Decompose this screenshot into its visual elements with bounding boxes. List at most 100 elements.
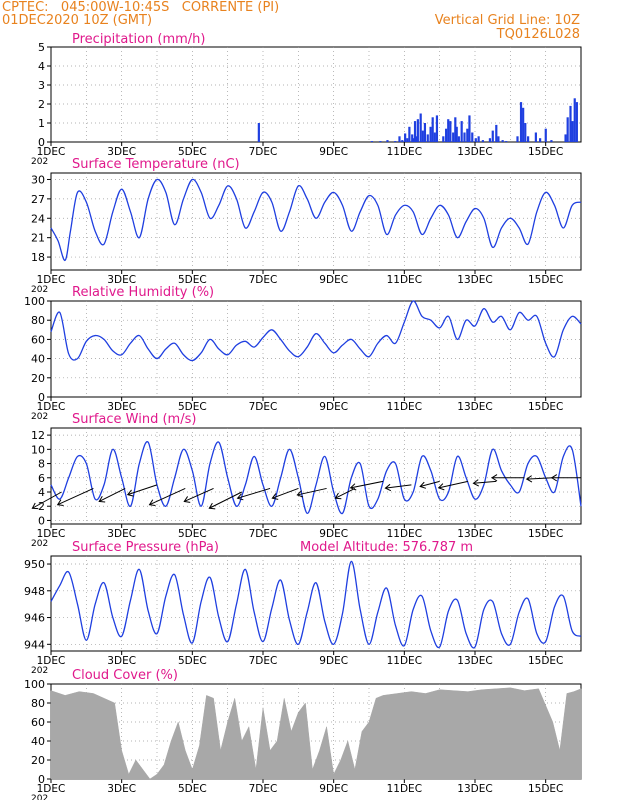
temp-ytick-label: 18 (31, 251, 45, 264)
rh-year-stub: 202 (31, 412, 48, 422)
precip-bar (429, 126, 432, 142)
pressure-xtick-label: 5DEC (178, 655, 207, 667)
wind-xtick-label: 9DEC (319, 528, 348, 540)
precip-bar (416, 119, 419, 142)
wind-xtick-label: 13DEC (457, 528, 492, 540)
temp-ytick-label: 24 (31, 212, 45, 225)
wind-ytick-label: 8 (38, 458, 45, 471)
wind-vector (526, 477, 553, 480)
cloud-ytick-label: 60 (31, 716, 45, 729)
precip-bar (406, 138, 409, 142)
wind-xtick-label: 11DEC (387, 528, 422, 540)
precip-bar (447, 119, 450, 142)
wind-xtick-label: 5DEC (178, 528, 207, 540)
wind-vector (473, 480, 497, 484)
cloud-xtick-label: 5DEC (178, 783, 207, 795)
temp-line (50, 178, 582, 261)
precip-bar (379, 141, 382, 142)
precip-bar (575, 102, 578, 142)
precip-bar (501, 140, 504, 142)
pressure-xtick-label: 1DEC (37, 655, 66, 667)
wind-vector-head (349, 483, 357, 491)
precip-bar (481, 140, 484, 142)
rh-title: Relative Humidity (%) (72, 285, 214, 300)
rh-ytick-label: 80 (31, 314, 45, 327)
wind-vector-head (419, 481, 427, 489)
pressure-line (50, 560, 582, 649)
wind-vector-head (56, 499, 64, 507)
rh-xtick-label: 5DEC (178, 401, 207, 413)
precip-bar (452, 132, 455, 142)
precip-bar (477, 136, 480, 142)
model-code: TQ0126L028 (496, 27, 580, 42)
precip-bar (519, 102, 523, 142)
cloud-cover-area (50, 687, 582, 780)
temp-xtick-label: 1DEC (37, 274, 66, 286)
wind-ytick-label: 2 (38, 500, 45, 513)
precip-bar (495, 124, 498, 142)
precip-bar (566, 117, 569, 142)
wind-vector (32, 491, 62, 509)
precip-xtick-label: 5DEC (178, 146, 207, 158)
precip-xtick-label: 11DEC (387, 146, 422, 158)
precip-ytick-label: 2 (38, 98, 45, 111)
precip-bar (534, 132, 537, 142)
wind-xtick-label: 1DEC (37, 528, 66, 540)
precip-frame (50, 46, 582, 143)
wind-vector (438, 480, 469, 489)
rh-ytick-label: 100 (24, 295, 45, 308)
temp-xtick-label: 5DEC (178, 274, 207, 286)
precip-ytick-label: 3 (38, 79, 45, 92)
precip-xtick-label: 1DEC (37, 146, 66, 158)
wind-xtick-label: 7DEC (249, 528, 278, 540)
temp-xtick-label: 15DEC (528, 274, 563, 286)
rh-xtick-label: 1DEC (37, 401, 66, 413)
pressure-ytick-label: 946 (24, 612, 45, 625)
precip-bar (421, 130, 424, 142)
precip-bar (449, 121, 452, 142)
wind-vector (420, 480, 440, 488)
wind-vector-head (271, 493, 279, 500)
wind-vector-head (98, 496, 106, 503)
precip-bar (524, 123, 527, 142)
precip-year-stub: 202 (31, 157, 48, 167)
precip-bar (491, 130, 494, 142)
precip-bar (460, 121, 463, 142)
temp-xtick-label: 7DEC (249, 274, 278, 286)
precip-bar (370, 141, 374, 142)
wind-vector-head (236, 493, 244, 501)
precip-bar (386, 140, 389, 142)
wind-year-stub: 202 (31, 539, 48, 549)
precip-bar (468, 115, 471, 142)
precip-bar (445, 128, 448, 142)
precip-xtick-label: 3DEC (107, 146, 136, 158)
wind-vector (149, 487, 186, 506)
precip-bar (423, 123, 427, 142)
station-header: CPTEC: 045:00W-10:45S CORRENTE (PI) (2, 0, 280, 15)
grid-line-note: Vertical Grid Line: 10Z (434, 13, 580, 28)
wind-ytick-label: 12 (31, 429, 45, 442)
pressure-xtick-label: 3DEC (107, 655, 136, 667)
precip-bar (426, 134, 429, 142)
wind-vector-head (296, 490, 304, 498)
precip-bar (257, 123, 260, 142)
precip-bar (431, 117, 434, 142)
rh-xtick-label: 9DEC (319, 401, 348, 413)
rh-ytick-label: 20 (31, 372, 45, 385)
precip-bar (539, 138, 542, 142)
rh-ytick-label: 60 (31, 333, 45, 346)
precip-bar (404, 133, 407, 142)
wind-vector (237, 487, 271, 499)
precip-bar (569, 105, 572, 142)
precip-bar (474, 138, 477, 142)
wind-vector-head (550, 474, 558, 482)
cloud-xtick-label: 11DEC (387, 783, 422, 795)
wind-ytick-label: 10 (31, 443, 45, 456)
wind-vector (350, 480, 384, 489)
rh-xtick-label: 15DEC (528, 401, 563, 413)
precip-xtick-label: 15DEC (528, 146, 563, 158)
precip-bar (516, 136, 519, 142)
wind-vector-head (472, 479, 480, 487)
cloud-xtick-label: 1DEC (37, 783, 66, 795)
precip-bar (564, 134, 567, 142)
